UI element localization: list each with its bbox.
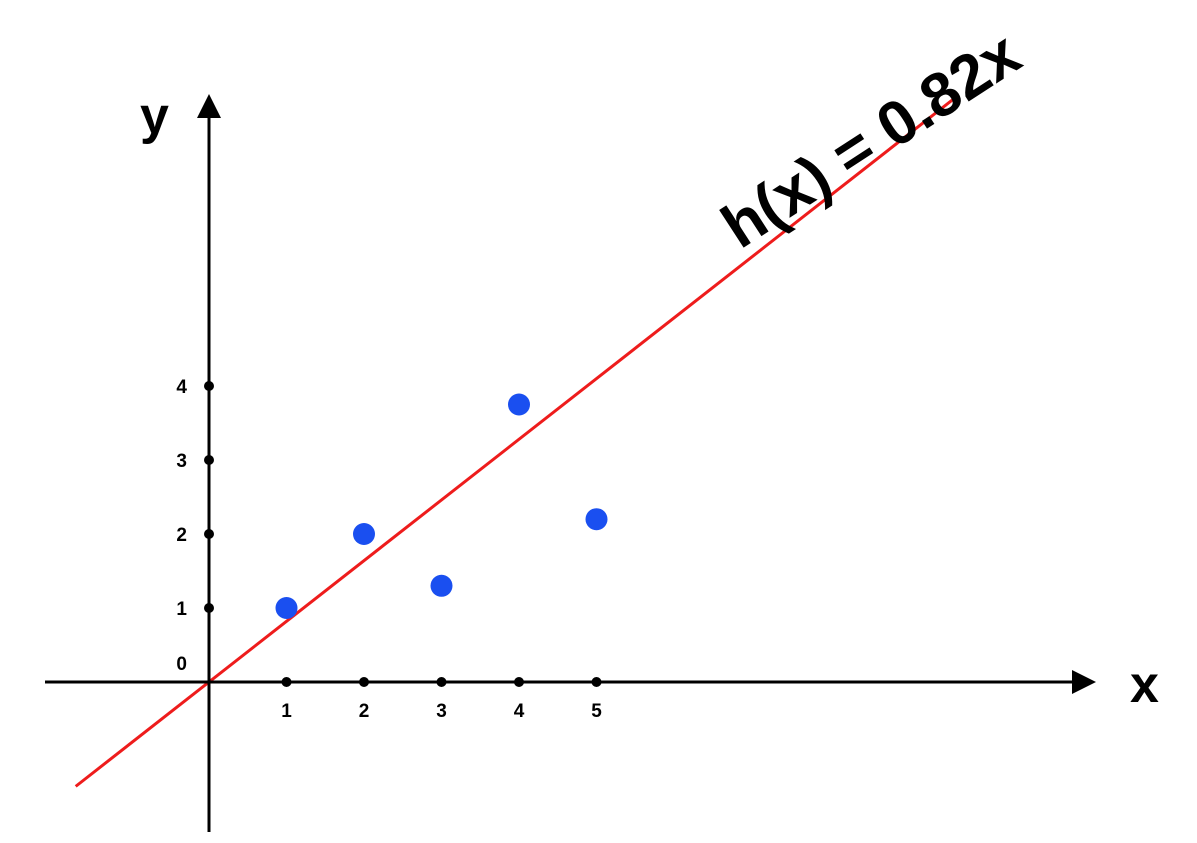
y-tick-label: 0: [176, 654, 187, 675]
x-tick-label: 4: [514, 701, 525, 722]
y-tick-label: 2: [176, 525, 187, 546]
x-tick-mark: [281, 677, 292, 687]
data-points: [275, 393, 608, 619]
y-tick-label: 1: [176, 599, 187, 620]
fit-line-equation: h(x) = 0.82x: [710, 19, 1033, 262]
x-tick-label: 1: [281, 701, 292, 722]
x-tick-mark: [359, 677, 369, 687]
data-point: [275, 597, 298, 619]
data-point: [430, 574, 453, 597]
tick-layer: 1 2 3 4 5 0 1 2 3 4: [176, 377, 602, 722]
y-tick-mark: [204, 529, 214, 539]
x-tick-mark: [436, 677, 447, 687]
y-tick-label: 3: [176, 451, 187, 472]
y-axis-label: y: [140, 87, 169, 145]
data-point: [508, 393, 530, 416]
data-point: [585, 508, 608, 531]
fit-line: [74, 98, 954, 788]
y-tick-mark: [204, 603, 214, 613]
x-tick-mark: [514, 677, 524, 687]
y-tick-mark: [204, 455, 214, 465]
data-point: [353, 523, 375, 545]
x-tick-label: 5: [591, 701, 602, 722]
x-axis-label: x: [1130, 656, 1159, 714]
x-tick-label: 3: [436, 701, 447, 722]
y-tick-label: 4: [176, 377, 187, 398]
y-tick-mark: [204, 381, 214, 391]
x-tick-mark: [591, 677, 602, 687]
fit-line-layer: [74, 98, 954, 788]
x-tick-label: 2: [359, 701, 370, 722]
